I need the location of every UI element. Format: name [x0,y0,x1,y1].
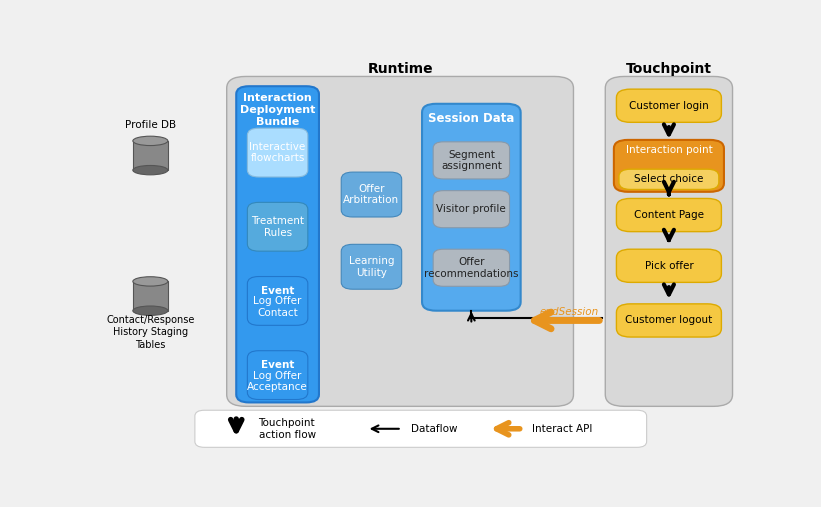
Text: Content Page: Content Page [634,210,704,220]
FancyBboxPatch shape [619,169,719,190]
Text: Contact/Response
History Staging
Tables: Contact/Response History Staging Tables [106,315,195,349]
Text: Touchpoint
action flow: Touchpoint action flow [259,418,315,440]
Text: Select choice: Select choice [634,174,704,185]
FancyBboxPatch shape [342,244,401,289]
Text: Customer login: Customer login [629,101,709,111]
Text: Learning
Utility: Learning Utility [349,256,394,277]
Text: Session Data: Session Data [429,112,515,125]
FancyBboxPatch shape [433,142,510,179]
Text: Event: Event [261,360,294,370]
FancyBboxPatch shape [617,304,722,337]
Ellipse shape [133,165,167,175]
Ellipse shape [133,136,167,146]
Text: Offer
Arbitration: Offer Arbitration [343,184,400,205]
FancyBboxPatch shape [236,86,319,403]
FancyBboxPatch shape [605,77,732,406]
Text: Interactive
flowcharts: Interactive flowcharts [250,142,305,163]
FancyBboxPatch shape [247,128,308,177]
Text: Profile DB: Profile DB [125,120,176,130]
Text: Visitor profile: Visitor profile [437,204,507,214]
Text: Treatment
Rules: Treatment Rules [251,216,304,238]
Text: Interaction
Deployment
Bundle: Interaction Deployment Bundle [240,93,315,127]
FancyBboxPatch shape [227,77,573,406]
FancyBboxPatch shape [617,249,722,282]
FancyBboxPatch shape [342,172,401,217]
Ellipse shape [133,306,167,315]
FancyBboxPatch shape [247,276,308,325]
Ellipse shape [133,277,167,286]
Text: Dataflow: Dataflow [411,424,458,434]
FancyBboxPatch shape [433,249,510,286]
FancyBboxPatch shape [247,202,308,251]
Text: Customer logout: Customer logout [626,315,713,325]
FancyBboxPatch shape [247,351,308,400]
Text: Segment
assignment: Segment assignment [441,150,502,171]
FancyBboxPatch shape [433,191,510,228]
Text: Touchpoint: Touchpoint [626,62,712,77]
Text: Log Offer
Contact: Log Offer Contact [254,297,302,318]
FancyBboxPatch shape [195,410,647,447]
FancyBboxPatch shape [617,89,722,122]
Text: Pick offer: Pick offer [644,261,693,271]
Text: Interaction point: Interaction point [626,144,713,155]
Text: Runtime: Runtime [368,62,433,77]
Text: Offer
recommendations: Offer recommendations [424,257,519,278]
Text: Event: Event [261,286,294,296]
Text: Log Offer
Acceptance: Log Offer Acceptance [247,371,308,392]
Polygon shape [133,281,167,311]
FancyBboxPatch shape [614,140,724,192]
Polygon shape [133,141,167,170]
FancyBboxPatch shape [422,104,521,311]
Text: Interact API: Interact API [532,424,593,434]
FancyBboxPatch shape [617,198,722,232]
Text: endSession: endSession [539,307,599,317]
